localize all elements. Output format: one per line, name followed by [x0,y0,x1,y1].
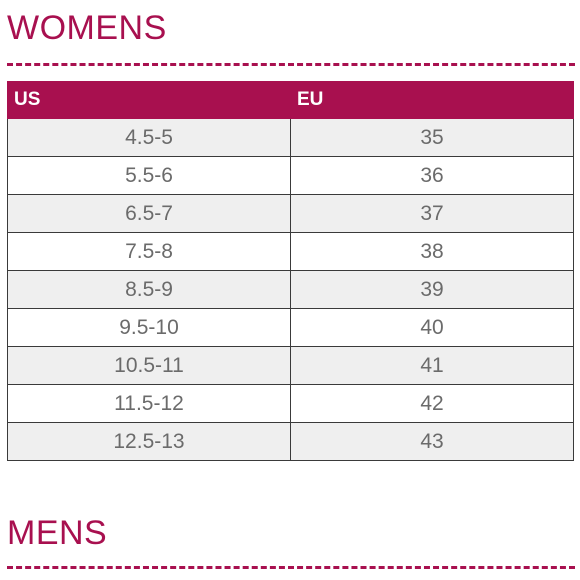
section-divider [7,63,575,66]
eu-size-cell: 36 [290,156,574,195]
eu-size-cell: 35 [290,118,574,157]
table-row: 12.5-13 43 [7,422,574,461]
womens-section-title: WOMENS [7,9,167,47]
column-header-eu: EU [290,81,574,119]
us-size-cell: 10.5-11 [7,346,291,385]
us-size-cell: 7.5-8 [7,232,291,271]
table-row: 7.5-8 38 [7,232,574,271]
us-size-cell: 9.5-10 [7,308,291,347]
table-row: 8.5-9 39 [7,270,574,309]
eu-size-cell: 38 [290,232,574,271]
table-row: 4.5-5 35 [7,118,574,157]
mens-section-title: MENS [7,514,108,552]
column-header-us: US [7,81,291,119]
us-size-cell: 6.5-7 [7,194,291,233]
eu-size-cell: 42 [290,384,574,423]
us-size-cell: 4.5-5 [7,118,291,157]
us-size-cell: 5.5-6 [7,156,291,195]
womens-size-table: US EU 4.5-5 35 5.5-6 36 6.5-7 37 7.5-8 3… [7,81,574,461]
table-row: 6.5-7 37 [7,194,574,233]
us-size-cell: 8.5-9 [7,270,291,309]
table-row: 5.5-6 36 [7,156,574,195]
eu-size-cell: 40 [290,308,574,347]
us-size-cell: 11.5-12 [7,384,291,423]
eu-size-cell: 37 [290,194,574,233]
section-divider [7,566,575,569]
us-size-cell: 12.5-13 [7,422,291,461]
eu-size-cell: 39 [290,270,574,309]
eu-size-cell: 43 [290,422,574,461]
eu-size-cell: 41 [290,346,574,385]
table-row: 11.5-12 42 [7,384,574,423]
table-header-row: US EU [7,81,574,119]
table-row: 10.5-11 41 [7,346,574,385]
table-row: 9.5-10 40 [7,308,574,347]
